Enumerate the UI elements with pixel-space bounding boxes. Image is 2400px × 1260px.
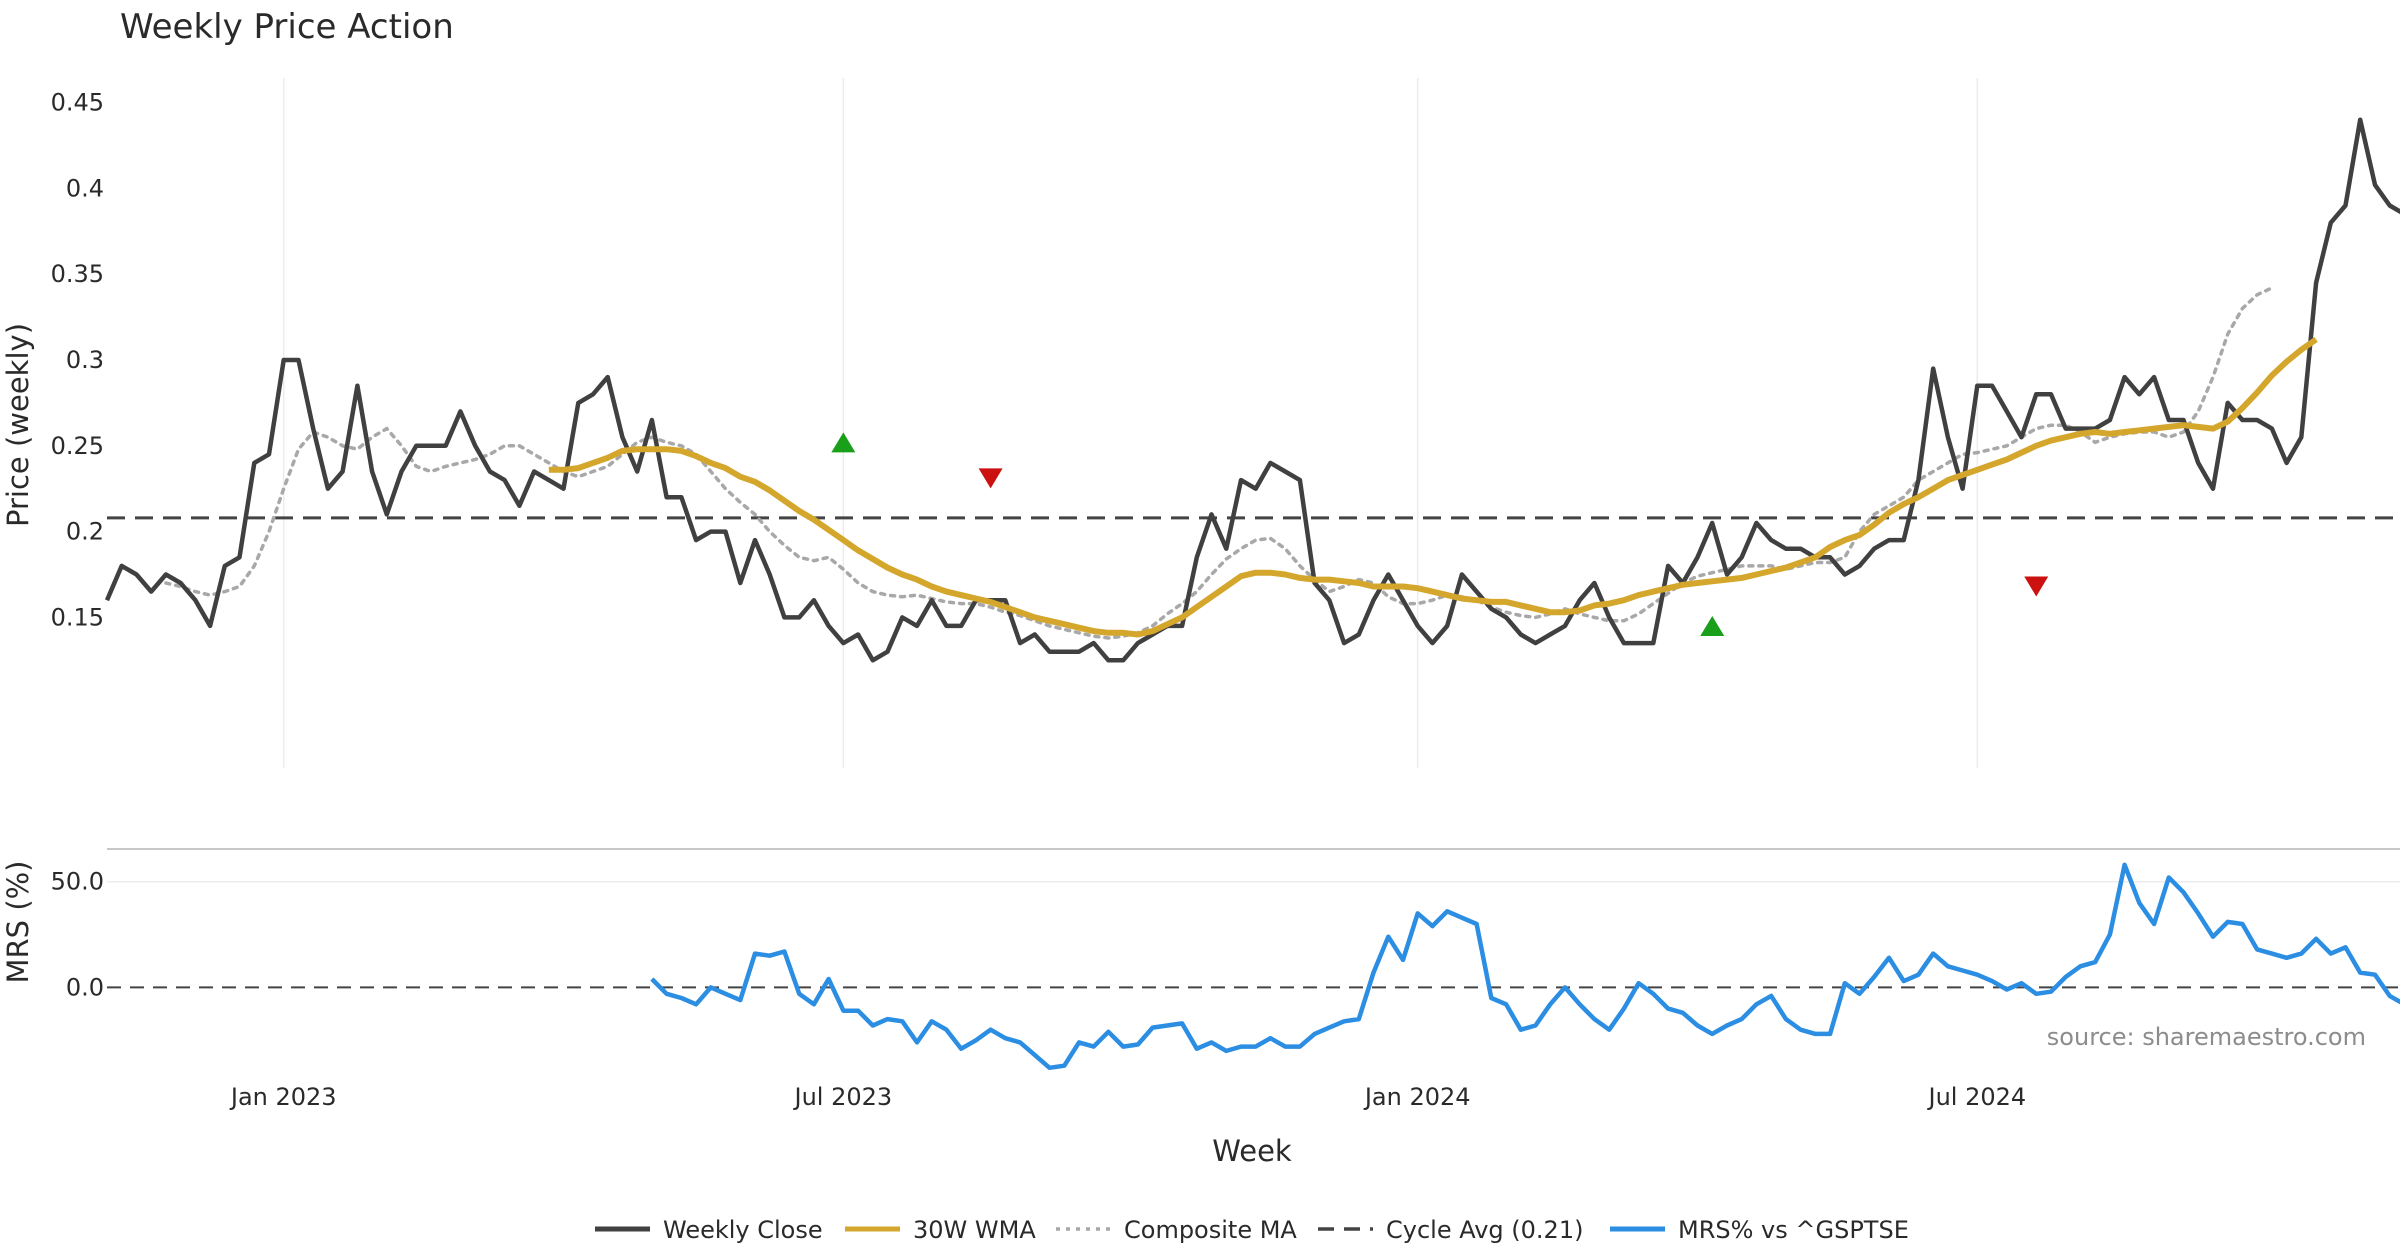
weekly-close-line <box>104 117 2400 663</box>
chart-title: Weekly Price Action <box>120 7 454 47</box>
price-y-tick-label: 0.15 <box>51 603 104 631</box>
legend-label: 30W WMA <box>913 1216 1036 1244</box>
x-tick-label: Jan 2024 <box>1363 1083 1471 1111</box>
price-panel: 0.45 0.4 0.35 0.3 0.25 0.2 0.15 <box>51 89 2400 663</box>
price-y-tick-label: 0.45 <box>51 89 104 117</box>
x-axis-label: Week <box>1212 1134 1292 1168</box>
price-axis-label: Price (weekly) <box>1 323 35 527</box>
price-y-tick-label: 0.25 <box>51 432 104 460</box>
legend-label: MRS% vs ^GSPTSE <box>1678 1216 1909 1244</box>
legend-label: Cycle Avg (0.21) <box>1386 1216 1583 1244</box>
legend: Weekly Close 30W WMA Composite MA Cycle Avg… <box>595 1216 1909 1244</box>
x-tick-label: Jul 2024 <box>1926 1083 2026 1111</box>
x-tick-label: Jul 2023 <box>793 1083 893 1111</box>
legend-label: Weekly Close <box>663 1216 823 1244</box>
mrs-panel: 50.0 0.0 <box>51 848 2400 1071</box>
buy-signal-marker <box>1700 615 1725 636</box>
mrs-line <box>650 862 2400 1071</box>
composite-ma-line <box>164 286 2274 640</box>
price-y-tick-label: 0.3 <box>66 346 104 374</box>
buy-signal-marker <box>831 432 856 453</box>
sell-signal-marker <box>2024 576 2049 597</box>
legend-label: Composite MA <box>1124 1216 1297 1244</box>
price-y-tick-label: 0.4 <box>66 174 104 202</box>
mrs-y-tick-label: 50.0 <box>51 868 104 896</box>
price-y-tick-label: 0.2 <box>66 518 104 546</box>
source-note: source: sharemaestro.com <box>2047 1023 2366 1051</box>
wma-30w-line <box>548 336 2318 638</box>
x-tick-label: Jan 2023 <box>229 1083 337 1111</box>
mrs-axis-label: MRS (%) <box>1 861 35 984</box>
price-y-tick-label: 0.35 <box>51 260 104 288</box>
mrs-y-tick-label: 0.0 <box>66 973 104 1001</box>
sell-signal-marker <box>978 468 1003 489</box>
